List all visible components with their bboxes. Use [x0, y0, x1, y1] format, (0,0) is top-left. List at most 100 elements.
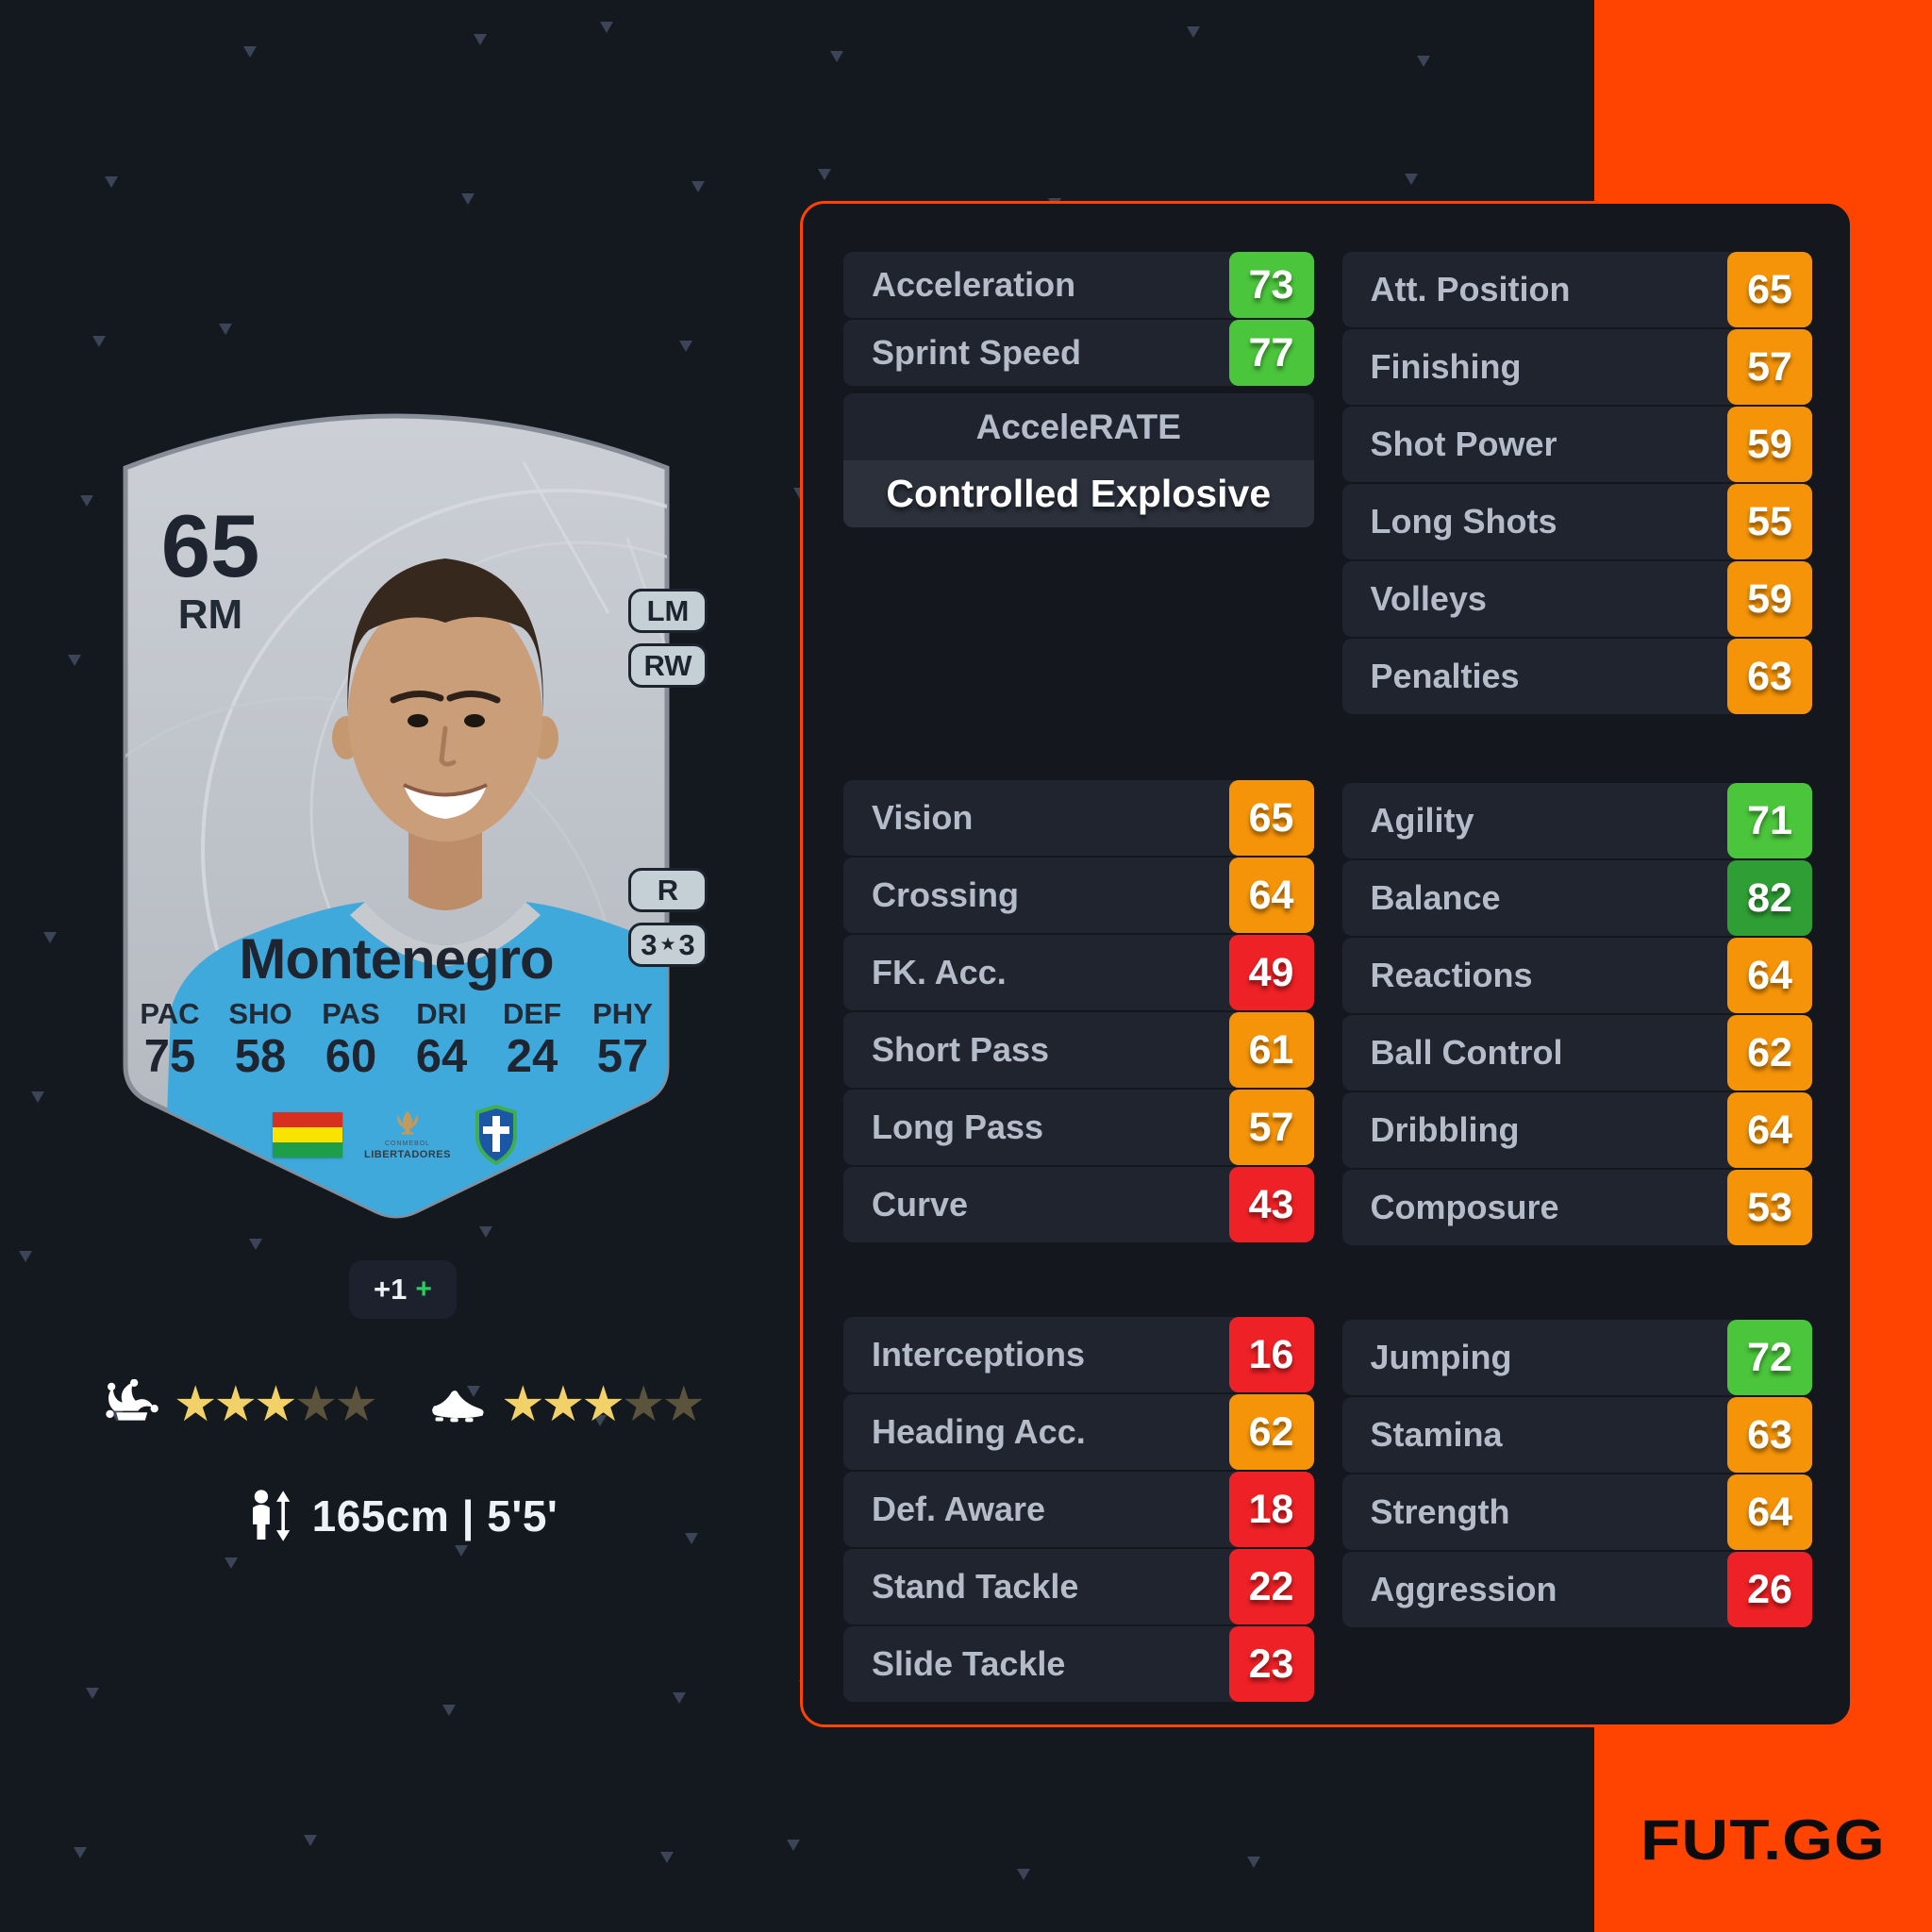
stat-value: 49 — [1228, 935, 1314, 1010]
stat-value: 55 — [1727, 484, 1812, 559]
triangle-decoration — [787, 1840, 800, 1851]
stat-value: 63 — [1727, 1397, 1812, 1473]
triangle-decoration — [830, 51, 843, 62]
triangle-decoration — [105, 176, 118, 188]
triangle-decoration — [237, 1398, 250, 1409]
stat-row: Curve 43 — [843, 1167, 1314, 1242]
triangle-decoration — [474, 34, 487, 45]
stat-value: 57 — [1727, 329, 1812, 405]
libertadores-text: LIBERTADORES — [364, 1148, 451, 1160]
card-position: RM — [177, 591, 243, 638]
card-attribute: PAS 60 — [308, 997, 393, 1083]
stat-label: Crossing — [872, 875, 1020, 914]
stat-label: Stand Tackle — [872, 1567, 1079, 1606]
star-empty-icon: ★ — [293, 1377, 339, 1432]
star-empty-icon: ★ — [334, 1377, 378, 1432]
weakfoot-count: 3 — [678, 927, 695, 961]
stat-label: Def. Aware — [872, 1490, 1046, 1528]
stat-label: Vision — [872, 798, 974, 837]
stat-label: Short Pass — [872, 1030, 1050, 1069]
star-empty-icon: ★ — [661, 1377, 707, 1432]
stat-value: 73 — [1228, 252, 1314, 318]
stat-value: 61 — [1228, 1012, 1314, 1088]
stat-label: Heading Acc. — [872, 1412, 1086, 1451]
stat-value: 59 — [1727, 561, 1812, 637]
stat-value: 53 — [1727, 1170, 1812, 1245]
stat-label: Volleys — [1370, 579, 1487, 618]
star-icon: ★ — [659, 935, 676, 955]
stat-row: Penalties 63 — [1341, 639, 1812, 714]
triangle-decoration — [1017, 1869, 1030, 1880]
skill-moves: ★ ★ ★ ★ ★ — [104, 1377, 378, 1432]
stat-row: Finishing 57 — [1341, 329, 1812, 405]
stat-group: Vision 65 Crossing 64 FK. Acc. 49 Short Pass 61… — [843, 780, 1314, 1242]
stats-column-left: Acceleration 73 Sprint Speed 77 AcceleRATE Co… — [843, 252, 1314, 1704]
stat-row: Long Pass 57 — [843, 1090, 1314, 1165]
stat-label: FK. Acc. — [872, 953, 1007, 991]
triangle-decoration — [219, 324, 232, 335]
triangle-decoration — [593, 1415, 607, 1426]
stat-row: Crossing 64 — [843, 858, 1314, 933]
stat-value: 16 — [1228, 1317, 1314, 1392]
stat-row: Shot Power 59 — [1341, 407, 1812, 482]
stat-value: 26 — [1727, 1552, 1812, 1627]
stat-row: Long Shots 55 — [1341, 484, 1812, 559]
stat-label: Composure — [1370, 1188, 1559, 1226]
star-filled-icon: ★ — [254, 1377, 298, 1432]
triangle-decoration — [673, 1692, 686, 1704]
stat-row: Jumping 72 — [1341, 1320, 1812, 1395]
card-attribute: PAC 75 — [127, 997, 212, 1083]
triangle-decoration — [243, 46, 257, 58]
attribute-value: 60 — [325, 1031, 377, 1083]
card-attribute: PHY 57 — [580, 997, 665, 1083]
attribute-label: DRI — [416, 997, 467, 1030]
attribute-label: PAC — [140, 997, 200, 1030]
stat-label: Agility — [1370, 801, 1474, 840]
stat-value: 62 — [1228, 1394, 1314, 1470]
accelerate-block: AcceleRATE Controlled Explosive — [843, 393, 1314, 527]
accelerate-label: AcceleRATE — [843, 393, 1314, 460]
stat-group: Acceleration 73 Sprint Speed 77 AcceleRATE Co… — [843, 252, 1314, 527]
stat-group: Agility 71 Balance 82 Reactions 64 Ball Contro… — [1341, 783, 1812, 1245]
height-icon — [252, 1490, 291, 1541]
player-height: 165cm | 5'5' — [248, 1487, 558, 1545]
triangle-decoration — [455, 1545, 468, 1557]
stat-row: Composure 53 — [1341, 1170, 1812, 1245]
card-attributes: PAC 75 SHO 58 PAS 60 DRI 64 DEF 24 PHY 57 — [125, 997, 668, 1083]
stat-group: Jumping 72 Stamina 63 Strength 64 Aggression 26 — [1341, 1320, 1812, 1627]
triangle-decoration — [31, 1091, 44, 1103]
triangle-decoration — [225, 1557, 238, 1569]
triangle-decoration — [1405, 174, 1418, 185]
skill-weakfoot-badge: 3 ★ 3 — [628, 923, 708, 967]
stat-value: 23 — [1228, 1626, 1314, 1702]
weak-foot: ★ ★ ★ ★ ★ — [429, 1377, 707, 1432]
triangle-decoration — [679, 341, 692, 352]
stat-label: Acceleration — [872, 265, 1076, 304]
star-filled-icon: ★ — [501, 1377, 545, 1432]
stat-row: Stamina 63 — [1341, 1397, 1812, 1473]
triangle-decoration — [86, 1688, 99, 1699]
futgg-logo[interactable]: FUT.GG — [1641, 1808, 1886, 1872]
star-filled-icon: ★ — [541, 1377, 586, 1432]
jester-hat-icon — [106, 1379, 158, 1421]
stat-label: Finishing — [1370, 347, 1522, 386]
stat-row: Reactions 64 — [1341, 938, 1812, 1013]
libertadores-logo: CONMEBOL LIBERTADORES — [364, 1109, 451, 1160]
stat-label: Reactions — [1370, 956, 1533, 994]
stat-label: Penalties — [1370, 657, 1520, 695]
player-card: 65 RM LM RW R 3 ★ 3 Montenegro PAC 75 SHO 5… — [118, 406, 708, 1222]
stat-label: Jumping — [1370, 1338, 1512, 1376]
card-artwork — [123, 413, 670, 1219]
card-attribute: DEF 24 — [490, 997, 575, 1083]
stat-label: Stamina — [1370, 1415, 1503, 1454]
stat-row: Strength 64 — [1341, 1474, 1812, 1550]
triangle-decoration — [68, 655, 81, 666]
stat-row: FK. Acc. 49 — [843, 935, 1314, 1010]
stat-row: Stand Tackle 22 — [843, 1549, 1314, 1624]
stat-label: Att. Position — [1370, 270, 1571, 308]
stat-label: Ball Control — [1370, 1033, 1563, 1072]
stat-row: Def. Aware 18 — [843, 1472, 1314, 1547]
stat-value: 65 — [1727, 252, 1812, 327]
attribute-value: 58 — [234, 1031, 287, 1083]
